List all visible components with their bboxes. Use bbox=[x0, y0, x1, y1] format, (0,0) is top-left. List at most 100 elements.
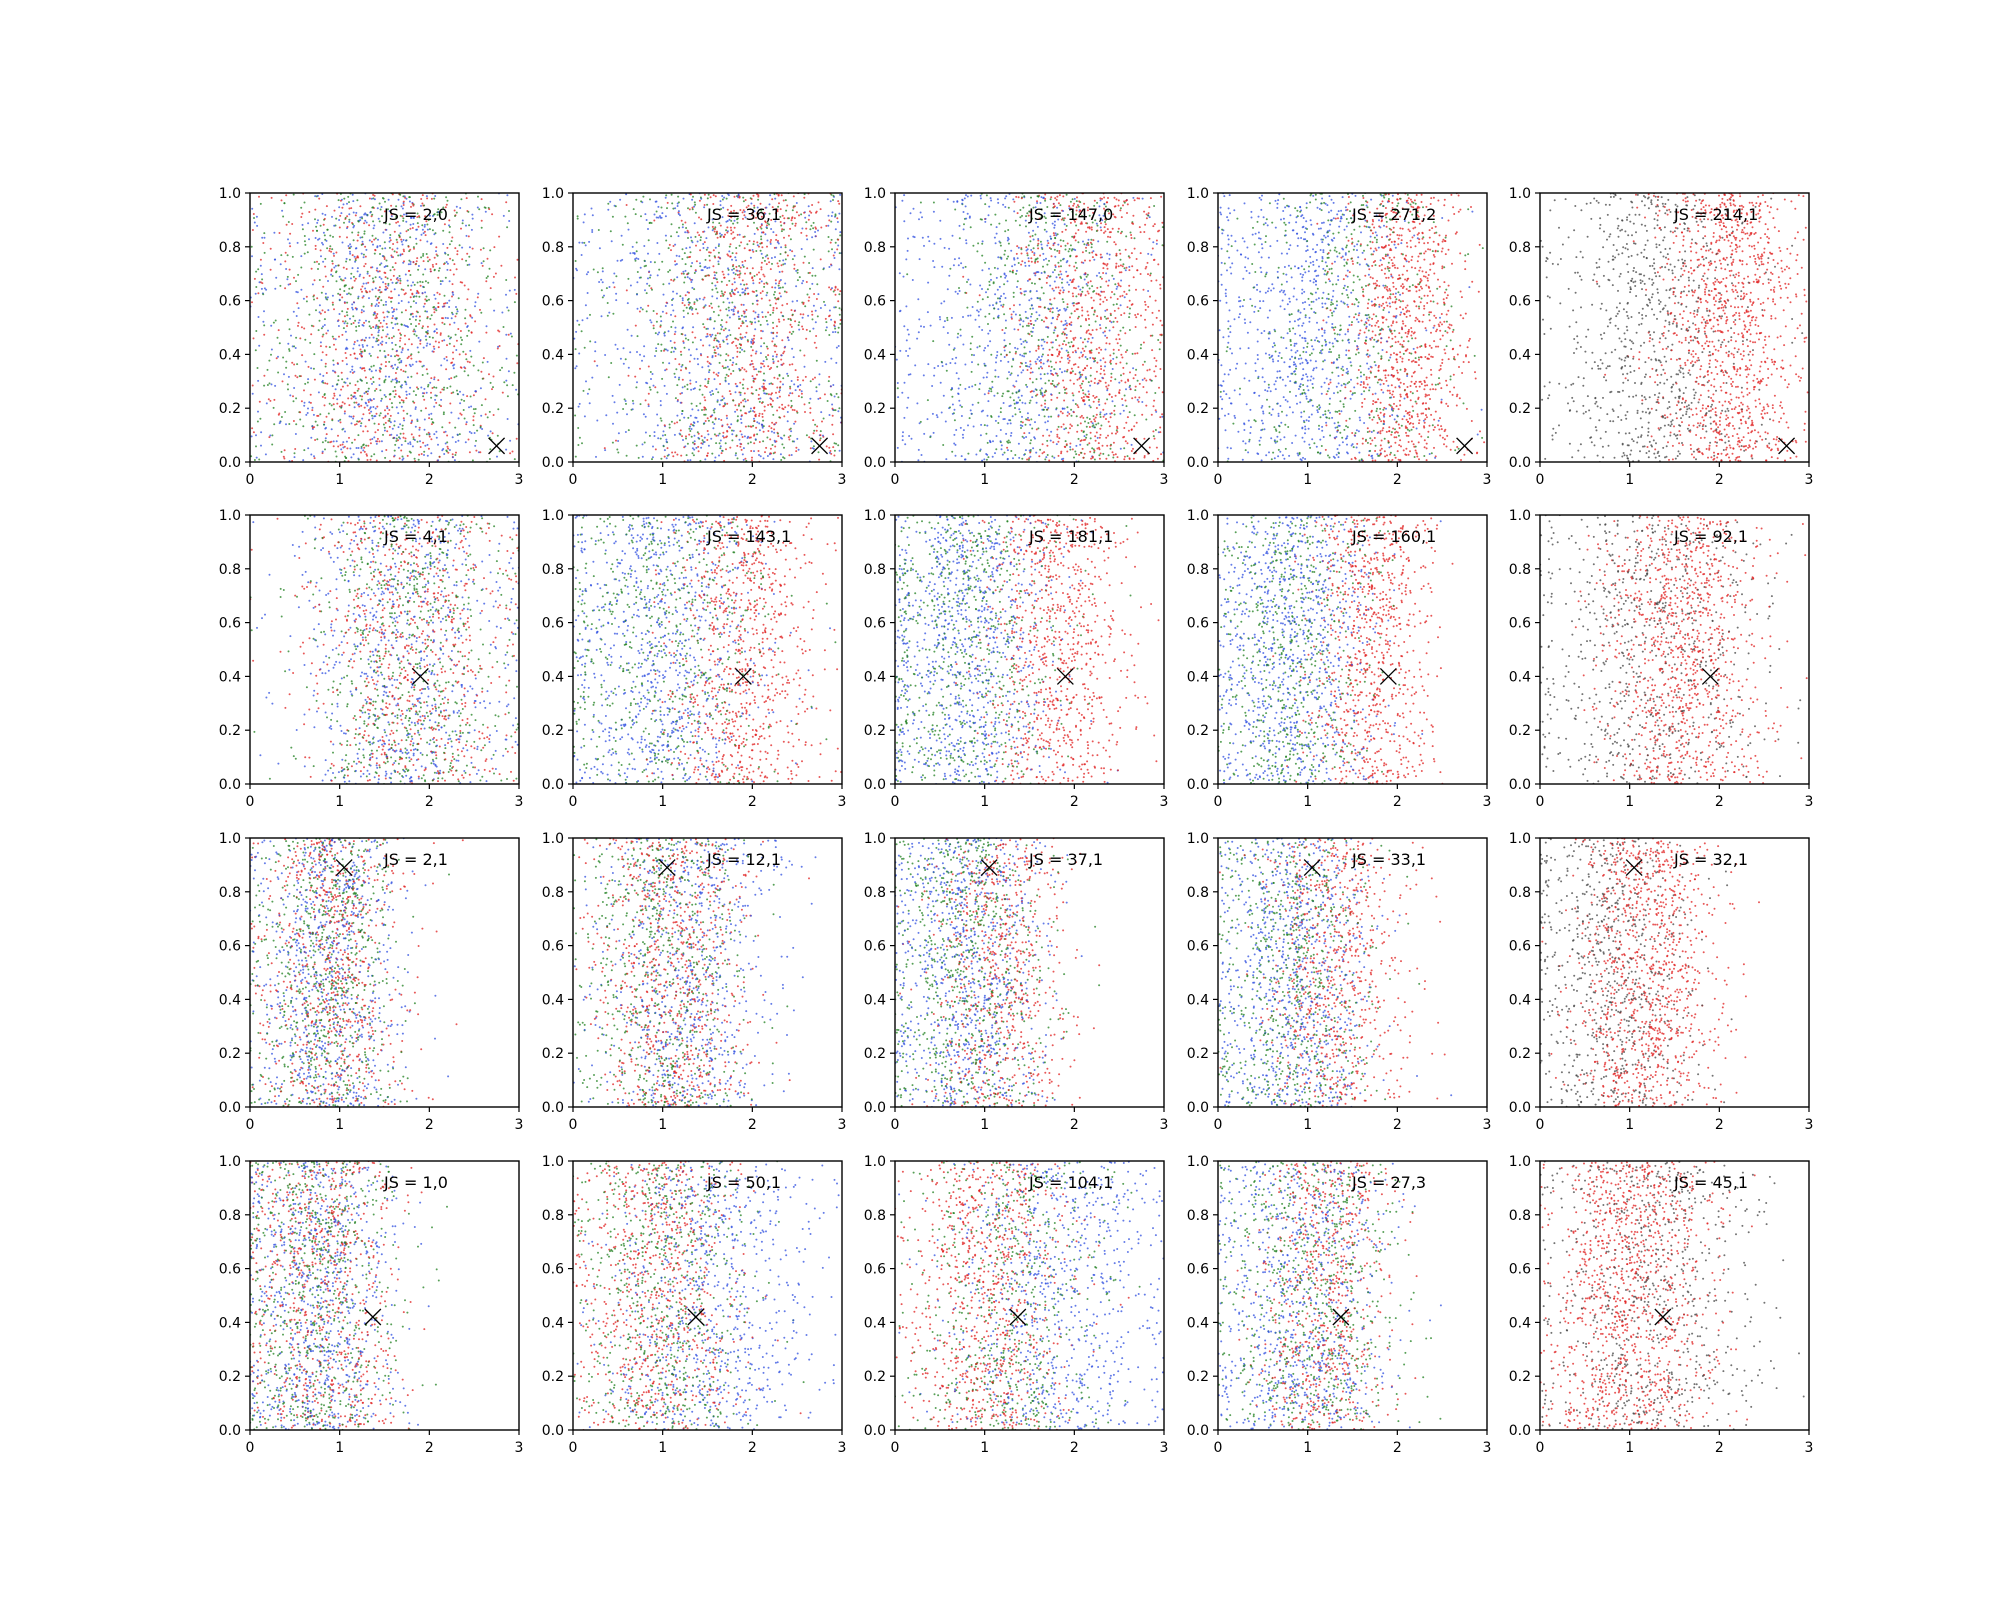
data-point-blue bbox=[591, 214, 594, 217]
data-point-blue bbox=[733, 215, 736, 218]
data-point-red bbox=[753, 410, 756, 413]
data-point-red bbox=[1080, 222, 1083, 225]
data-point-red bbox=[325, 353, 328, 356]
data-point-green bbox=[689, 430, 692, 432]
data-point-blue bbox=[691, 408, 694, 411]
data-point-green bbox=[752, 243, 755, 246]
data-point-green bbox=[727, 268, 730, 271]
data-point-blue bbox=[758, 429, 761, 432]
data-point-blue bbox=[1042, 362, 1045, 365]
data-point-blue bbox=[960, 455, 963, 458]
data-point-green bbox=[815, 386, 818, 389]
data-point-blue bbox=[665, 457, 668, 460]
data-point-green bbox=[378, 220, 381, 223]
data-point-blue bbox=[786, 336, 789, 339]
data-point-blue bbox=[1002, 292, 1005, 295]
data-point-red bbox=[1151, 311, 1154, 314]
data-point-red bbox=[726, 435, 728, 438]
data-point-red bbox=[703, 204, 706, 206]
data-point-red bbox=[452, 357, 455, 360]
data-point-blue bbox=[971, 385, 974, 388]
data-point-blue bbox=[636, 381, 638, 384]
data-point-blue bbox=[644, 415, 647, 418]
data-point-red bbox=[325, 415, 328, 418]
data-point-green bbox=[401, 424, 404, 427]
data-point-red bbox=[1100, 368, 1103, 370]
data-point-blue bbox=[578, 352, 581, 355]
data-point-green bbox=[475, 439, 477, 442]
data-point-red bbox=[386, 430, 389, 433]
data-point-red bbox=[779, 221, 782, 223]
data-point-red bbox=[736, 355, 739, 358]
data-point-red bbox=[364, 425, 367, 428]
data-point-green bbox=[370, 455, 373, 458]
data-point-red bbox=[363, 265, 366, 268]
data-point-red bbox=[703, 408, 706, 411]
data-point-green bbox=[726, 314, 729, 317]
data-point-blue bbox=[415, 315, 418, 318]
data-point-green bbox=[691, 208, 694, 211]
data-point-red bbox=[733, 195, 736, 198]
data-point-green bbox=[626, 222, 629, 225]
data-point-green bbox=[1039, 389, 1042, 392]
data-point-blue bbox=[383, 429, 386, 432]
data-point-green bbox=[1029, 307, 1032, 310]
data-point-green bbox=[422, 273, 425, 276]
data-point-green bbox=[295, 336, 298, 339]
data-point-red bbox=[267, 398, 270, 401]
data-point-red bbox=[358, 353, 361, 355]
data-point-red bbox=[324, 275, 327, 278]
data-point-blue bbox=[738, 438, 741, 441]
data-point-green bbox=[1107, 210, 1110, 212]
data-point-green bbox=[386, 265, 389, 268]
data-point-blue bbox=[423, 418, 426, 421]
data-point-blue bbox=[689, 425, 692, 428]
data-point-green bbox=[513, 458, 516, 461]
data-point-green bbox=[1071, 370, 1074, 373]
data-point-blue bbox=[627, 228, 630, 231]
data-point-green bbox=[829, 393, 832, 396]
data-point-blue bbox=[352, 347, 355, 350]
data-point-blue bbox=[959, 404, 962, 407]
data-point-red bbox=[407, 245, 410, 248]
data-point-red bbox=[1107, 197, 1109, 199]
data-point-blue bbox=[258, 344, 261, 347]
data-point-blue bbox=[446, 359, 449, 362]
data-point-blue bbox=[382, 319, 385, 322]
data-point-red bbox=[299, 411, 302, 414]
data-point-blue bbox=[739, 283, 742, 286]
data-point-green bbox=[763, 372, 765, 375]
data-point-blue bbox=[644, 289, 646, 292]
data-point-blue bbox=[377, 270, 380, 273]
data-point-red bbox=[716, 281, 719, 284]
data-point-red bbox=[1049, 307, 1052, 310]
data-point-blue bbox=[493, 309, 496, 312]
data-point-red bbox=[776, 386, 779, 389]
data-point-red bbox=[410, 205, 412, 208]
data-point-red bbox=[767, 354, 770, 357]
data-point-red bbox=[778, 282, 781, 285]
data-point-blue bbox=[305, 413, 308, 416]
data-point-red bbox=[344, 352, 347, 354]
data-point-red bbox=[1151, 247, 1154, 250]
data-point-green bbox=[772, 321, 774, 324]
data-point-green bbox=[725, 197, 728, 200]
data-point-red bbox=[368, 290, 371, 293]
data-point-blue bbox=[728, 309, 730, 312]
data-point-blue bbox=[688, 371, 691, 374]
data-point-blue bbox=[994, 242, 997, 245]
data-point-red bbox=[759, 278, 761, 281]
data-point-red bbox=[809, 411, 812, 414]
data-point-red bbox=[412, 436, 415, 439]
data-point-blue bbox=[649, 274, 652, 277]
data-point-blue bbox=[641, 455, 644, 458]
data-point-green bbox=[312, 367, 315, 370]
data-point-green bbox=[765, 319, 768, 322]
data-point-blue bbox=[751, 249, 754, 251]
data-point-green bbox=[1009, 396, 1012, 399]
data-point-green bbox=[790, 399, 793, 402]
data-point-blue bbox=[368, 336, 371, 339]
data-point-red bbox=[738, 327, 740, 330]
data-point-green bbox=[777, 432, 779, 435]
data-point-blue bbox=[817, 293, 820, 296]
